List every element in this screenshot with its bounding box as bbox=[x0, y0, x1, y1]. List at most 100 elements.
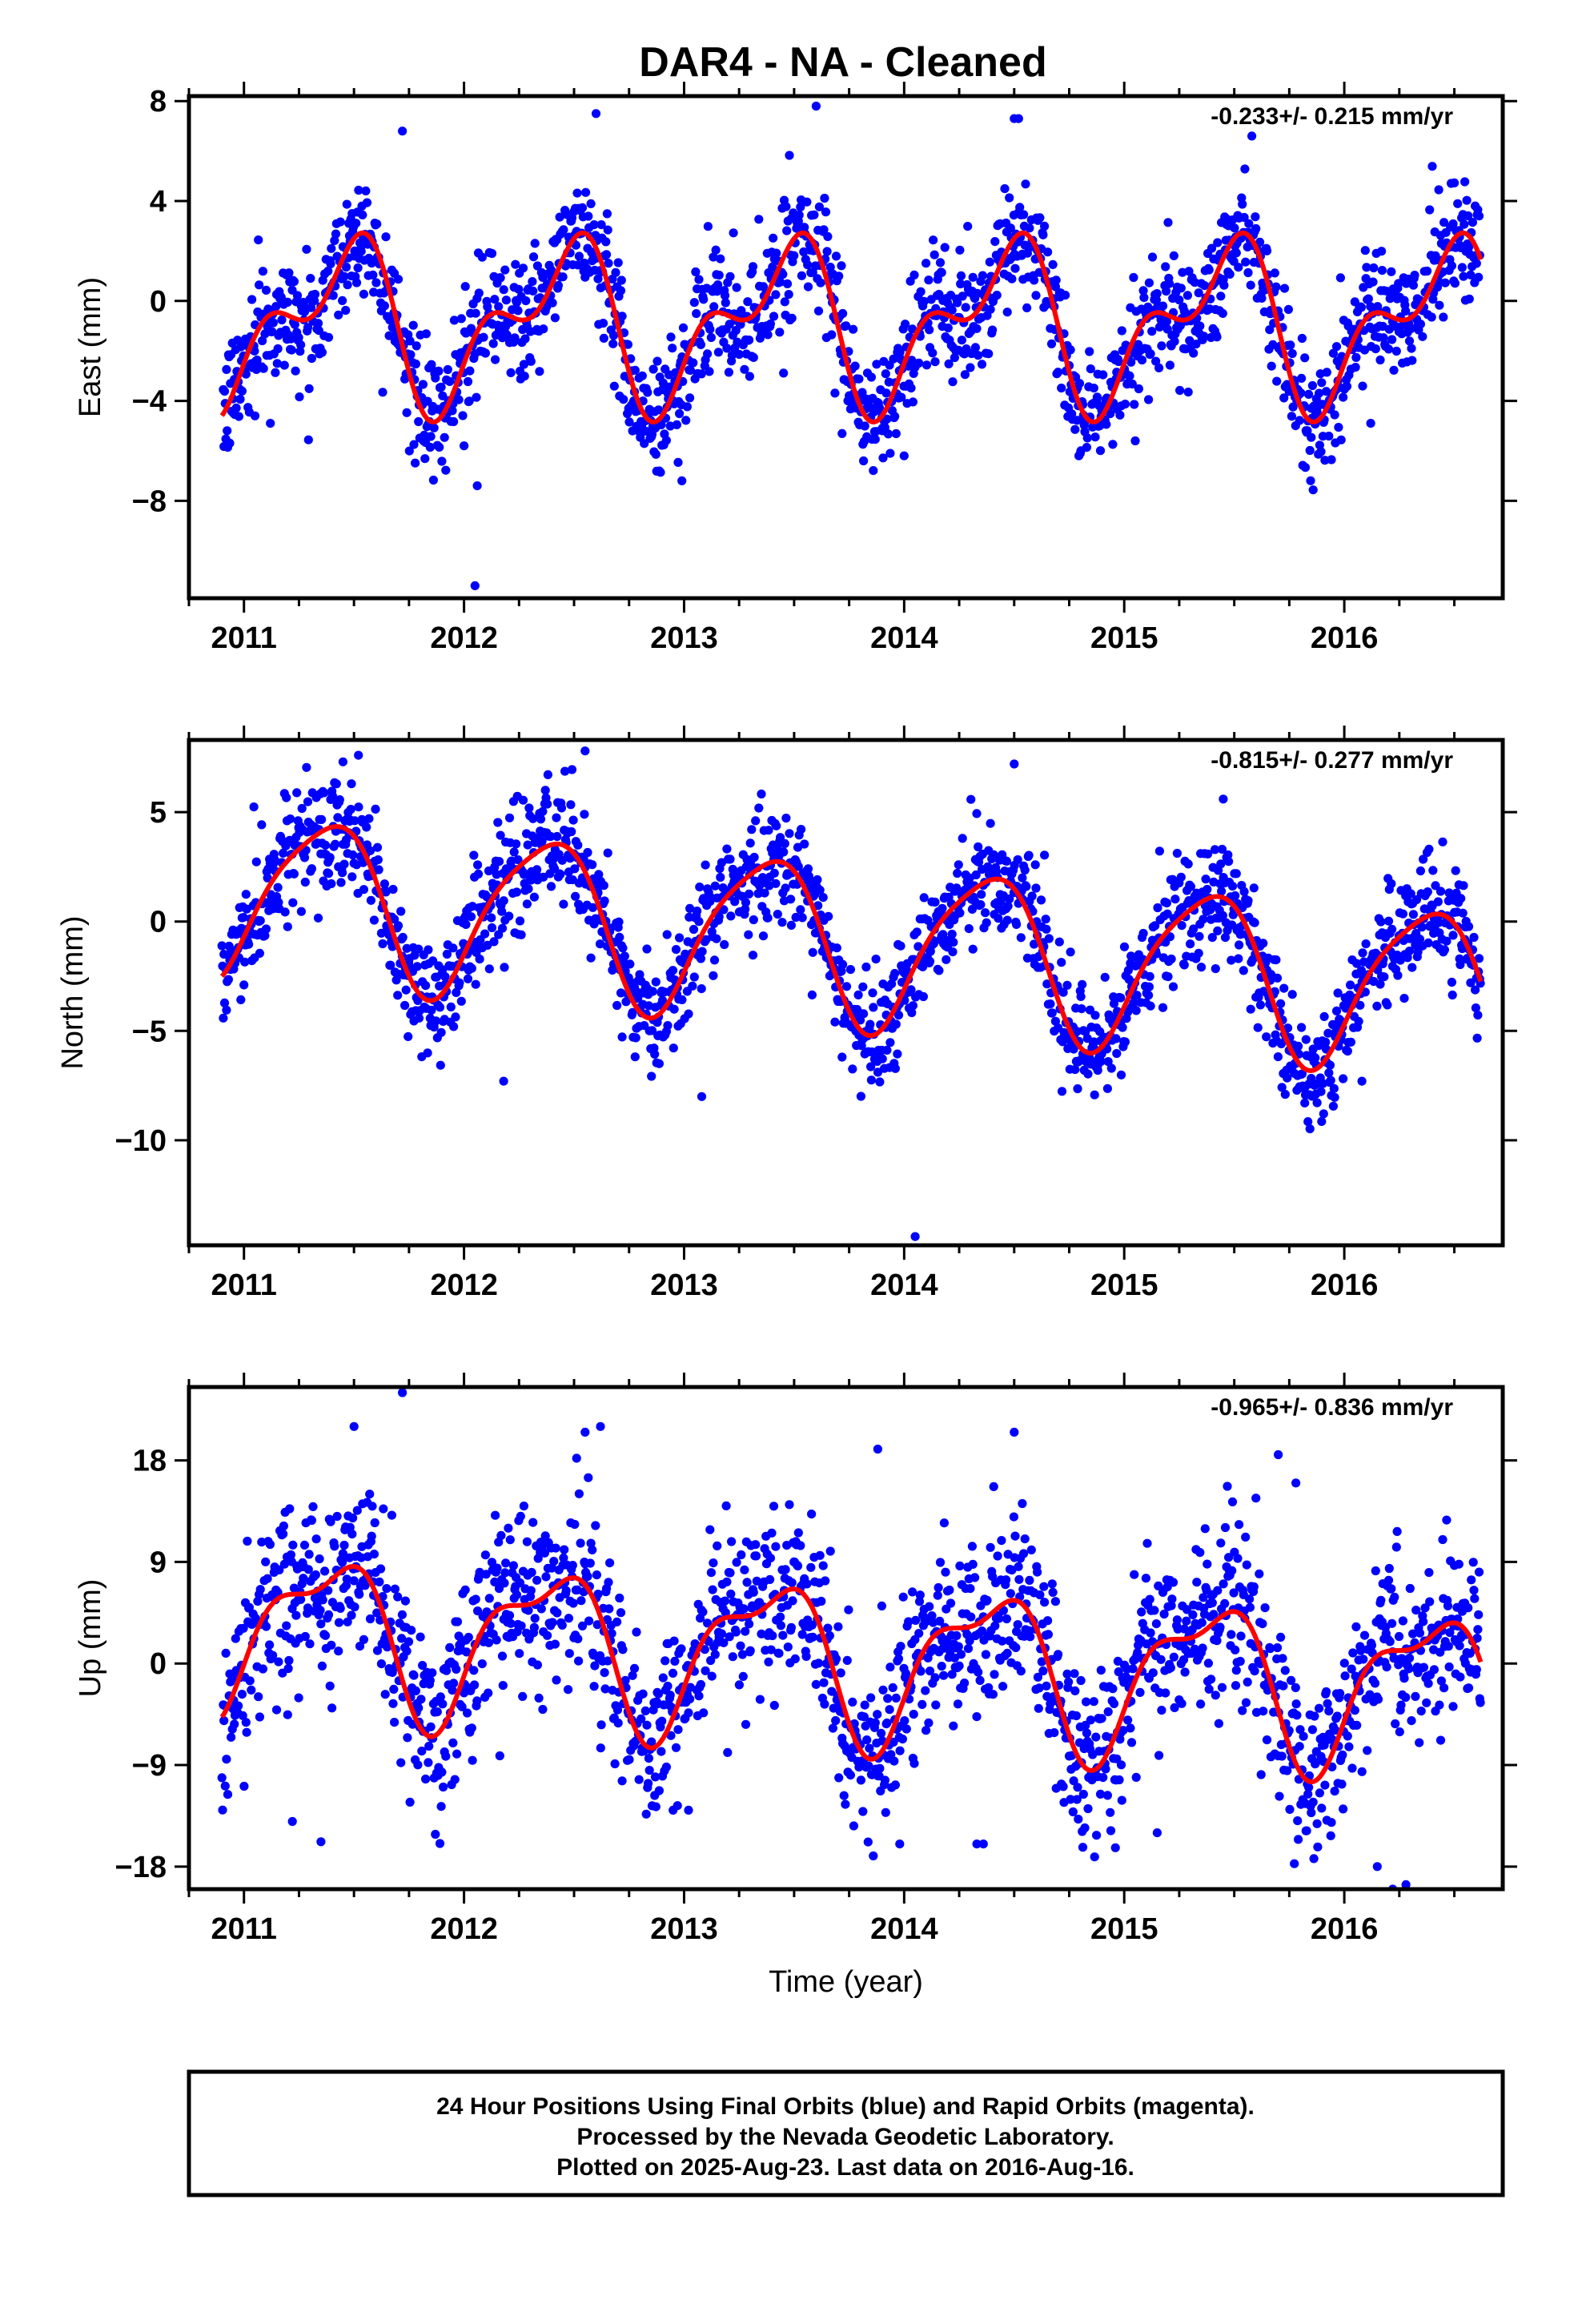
east-point bbox=[1474, 272, 1484, 282]
north-point bbox=[677, 995, 687, 1004]
east-point bbox=[353, 263, 363, 273]
north-point bbox=[280, 907, 290, 917]
east-point bbox=[1415, 320, 1425, 329]
east-point bbox=[640, 439, 649, 448]
north-point bbox=[1112, 1048, 1122, 1059]
east-point bbox=[749, 352, 758, 362]
east-point bbox=[906, 384, 916, 393]
up-point bbox=[737, 1650, 748, 1659]
north-point bbox=[348, 850, 358, 860]
up-point bbox=[365, 1614, 375, 1624]
up-point bbox=[397, 1610, 407, 1619]
north-point bbox=[748, 951, 758, 960]
up-point bbox=[705, 1525, 715, 1534]
north-point bbox=[354, 802, 363, 812]
up-point bbox=[450, 1775, 460, 1784]
east-point bbox=[675, 408, 685, 419]
north-point bbox=[222, 1005, 231, 1015]
east-point bbox=[608, 331, 619, 340]
east-point bbox=[477, 252, 487, 262]
east-point bbox=[577, 203, 588, 212]
east-point bbox=[972, 324, 982, 333]
north-point bbox=[1119, 942, 1130, 951]
up-point bbox=[480, 1550, 491, 1560]
east-point bbox=[651, 449, 661, 459]
north-point bbox=[595, 939, 605, 949]
up-point bbox=[863, 1837, 873, 1847]
up-point bbox=[268, 1651, 278, 1660]
north-point bbox=[1456, 959, 1465, 970]
north-point bbox=[244, 939, 254, 949]
north-point bbox=[350, 816, 359, 826]
north-point bbox=[331, 839, 340, 849]
east-rate-annotation: -0.233+/- 0.215 mm/yr bbox=[1211, 103, 1453, 130]
east-point bbox=[1144, 278, 1154, 287]
east-point bbox=[611, 267, 620, 277]
east-point bbox=[1410, 271, 1419, 280]
east-point bbox=[1139, 293, 1149, 303]
up-point bbox=[457, 1702, 467, 1711]
east-point bbox=[479, 332, 488, 342]
north-point bbox=[600, 896, 609, 906]
up-point bbox=[977, 1626, 987, 1636]
east-point bbox=[1425, 205, 1435, 215]
east-point bbox=[487, 248, 497, 259]
north-point bbox=[1024, 850, 1034, 860]
north-point bbox=[1456, 894, 1466, 903]
north-point bbox=[1276, 999, 1286, 1008]
up-point bbox=[644, 1779, 653, 1788]
up-point bbox=[946, 1598, 956, 1608]
north-point bbox=[747, 825, 757, 834]
north-point bbox=[808, 947, 817, 957]
east-point bbox=[1042, 300, 1052, 309]
up-point bbox=[654, 1689, 664, 1699]
north-point bbox=[528, 814, 538, 823]
north-point bbox=[1239, 966, 1248, 975]
north-point bbox=[890, 1063, 900, 1073]
north-point bbox=[1346, 1037, 1355, 1047]
north-outlier-point bbox=[1219, 794, 1228, 804]
up-point bbox=[911, 1615, 921, 1625]
east-point bbox=[1362, 263, 1371, 272]
north-point bbox=[730, 897, 740, 907]
east-point bbox=[1085, 347, 1094, 356]
up-point bbox=[966, 1612, 976, 1622]
east-point bbox=[1279, 393, 1289, 403]
north-point bbox=[522, 899, 532, 909]
north-point bbox=[976, 900, 986, 910]
east-point bbox=[327, 243, 336, 253]
up-point bbox=[644, 1766, 654, 1775]
up-point bbox=[931, 1700, 941, 1710]
up-point bbox=[573, 1634, 583, 1643]
east-point bbox=[727, 351, 737, 360]
up-point bbox=[776, 1612, 785, 1622]
up-point bbox=[495, 1751, 504, 1761]
east-point bbox=[506, 368, 516, 377]
up-point bbox=[303, 1565, 313, 1574]
east-point bbox=[223, 426, 232, 436]
east-point bbox=[1468, 218, 1477, 227]
north-point bbox=[972, 809, 982, 818]
up-point bbox=[372, 1646, 383, 1655]
east-point bbox=[326, 259, 335, 268]
east-point bbox=[1240, 164, 1250, 174]
north-point bbox=[286, 814, 295, 824]
east-point bbox=[306, 274, 315, 283]
up-point bbox=[998, 1682, 1008, 1691]
north-point bbox=[219, 998, 230, 1007]
up-point bbox=[403, 1733, 412, 1743]
east-point bbox=[652, 356, 662, 366]
east-point bbox=[814, 202, 824, 211]
up-point bbox=[369, 1550, 379, 1559]
east-point bbox=[490, 295, 500, 304]
north-point bbox=[497, 907, 507, 916]
east-point bbox=[338, 296, 347, 305]
up-point bbox=[299, 1574, 308, 1583]
up-point bbox=[442, 1666, 452, 1675]
up-point bbox=[436, 1802, 446, 1811]
up-point bbox=[970, 1573, 980, 1582]
east-point bbox=[878, 453, 888, 463]
up-point bbox=[742, 1578, 752, 1587]
